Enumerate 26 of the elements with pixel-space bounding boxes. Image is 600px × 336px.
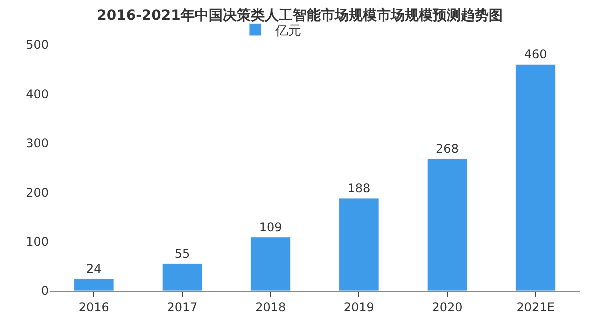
data-label: 109 <box>259 220 282 234</box>
legend-label: 亿元 <box>274 24 302 40</box>
bar <box>162 264 203 291</box>
y-tick-label: 200 <box>26 186 49 200</box>
x-tick-label: 2017 <box>167 300 198 314</box>
y-tick-label: 0 <box>41 284 49 298</box>
x-tick-label: 2019 <box>344 300 374 314</box>
bar <box>339 198 380 291</box>
x-tick-label: 2018 <box>256 300 286 314</box>
x-tick-label: 2020 <box>432 300 463 314</box>
bar <box>250 237 291 291</box>
x-tick-label: 2021E <box>516 300 555 314</box>
bar <box>427 158 468 291</box>
x-tick-label: 2016 <box>78 300 110 314</box>
data-label: 268 <box>436 142 459 156</box>
bar <box>74 278 114 291</box>
data-label: 188 <box>348 182 371 196</box>
chart-title: 2016-2021年中国决策类人工智能市场规模市场规模预测趋势图 <box>97 6 503 24</box>
y-tick-label: 400 <box>26 87 49 102</box>
data-label: 55 <box>174 246 190 261</box>
y-tick-label: 300 <box>26 136 49 151</box>
y-tick-label: 500 <box>26 38 49 52</box>
data-label: 460 <box>524 48 548 62</box>
data-label: 24 <box>86 262 102 276</box>
bar <box>516 64 556 291</box>
y-tick-label: 100 <box>26 235 49 249</box>
